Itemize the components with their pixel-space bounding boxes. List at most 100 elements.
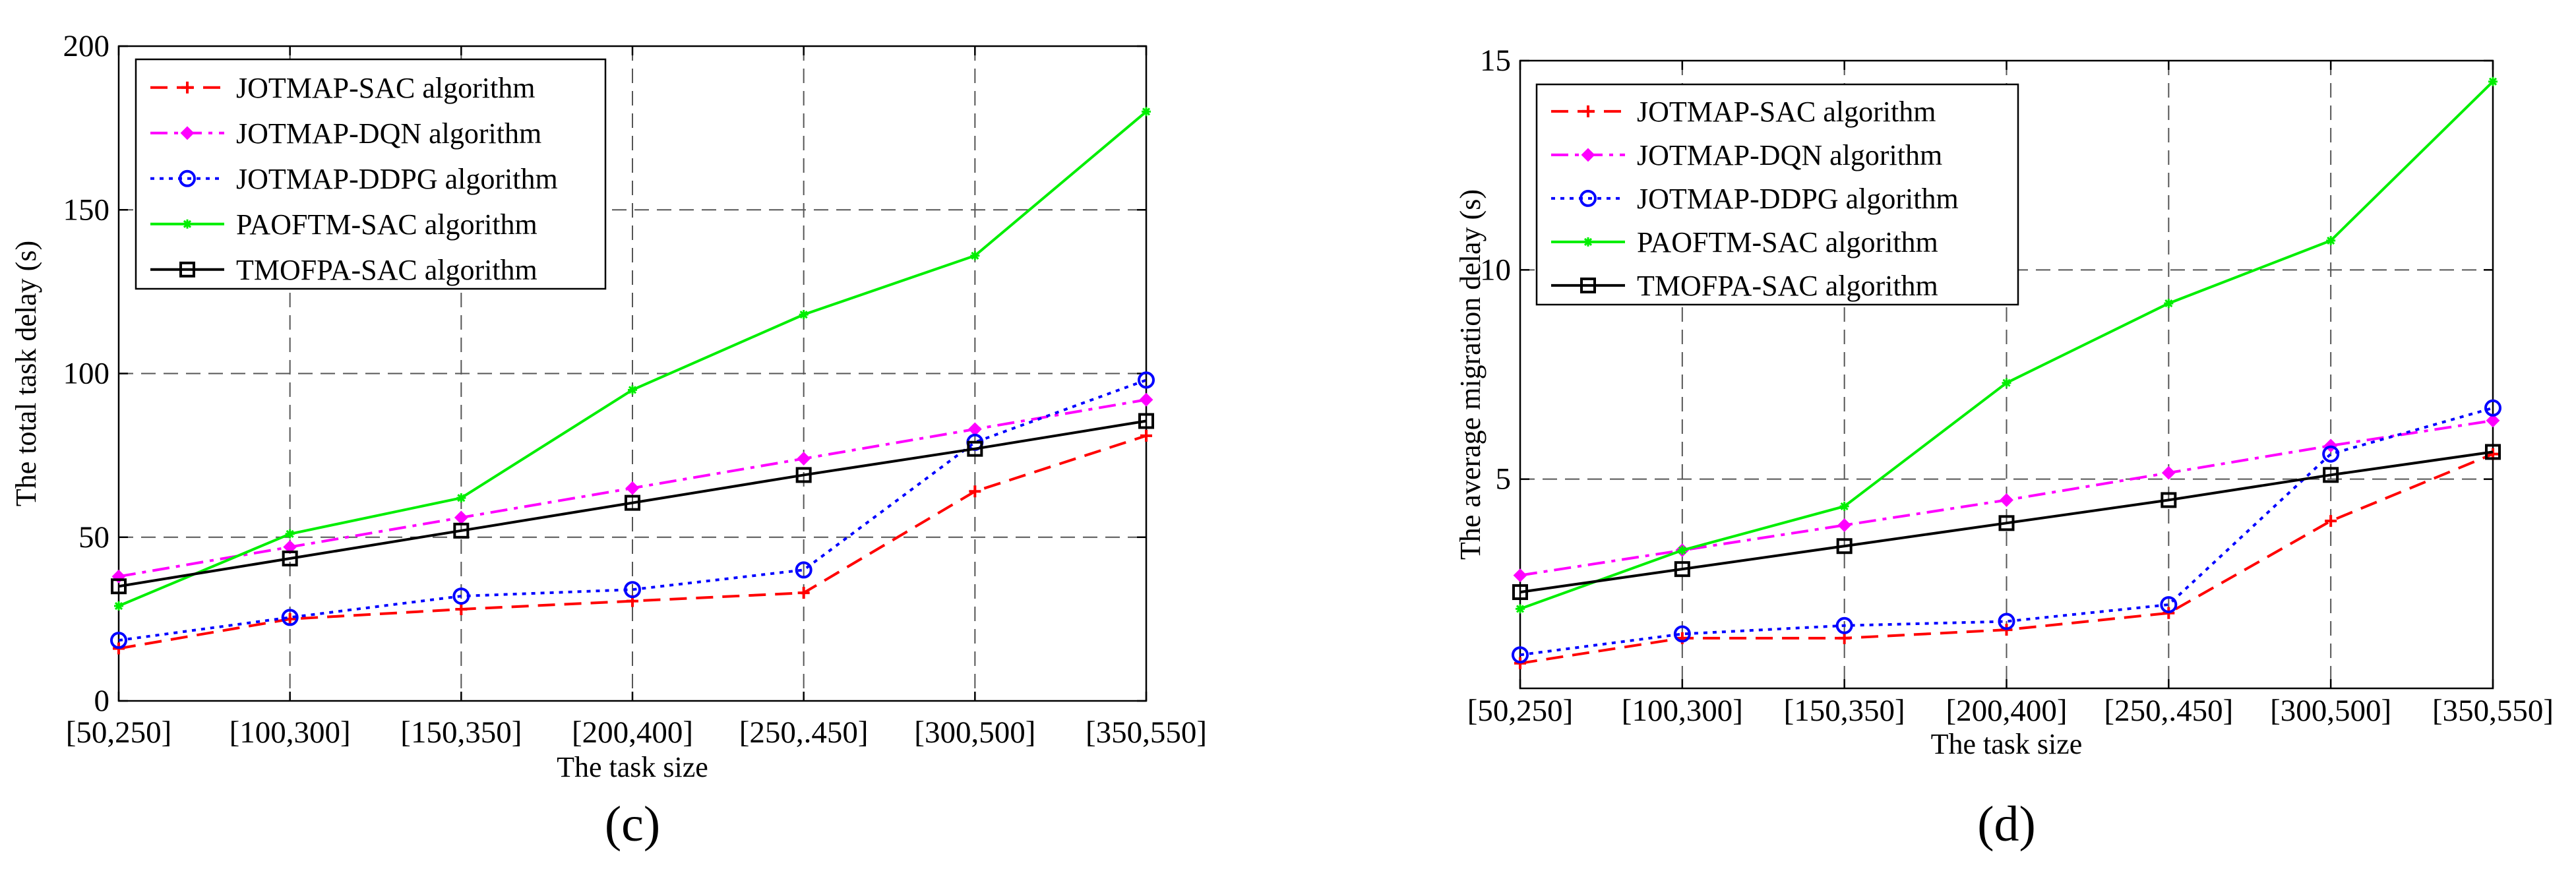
data-point bbox=[628, 385, 637, 395]
x-axis-label: The task size bbox=[1931, 728, 2083, 760]
legend-box bbox=[135, 58, 607, 290]
legend-marker bbox=[1580, 277, 1596, 293]
panel-label: (c) bbox=[605, 796, 660, 852]
legend-entry-label: JOTMAP-DDPG algorithm bbox=[236, 163, 558, 195]
data-point bbox=[2485, 444, 2501, 460]
data-point bbox=[2161, 492, 2177, 508]
data-point bbox=[455, 603, 468, 615]
data-point bbox=[795, 467, 812, 483]
data-point bbox=[453, 522, 470, 539]
legend-marker bbox=[180, 126, 195, 140]
data-point bbox=[969, 485, 981, 498]
legend: JOTMAP-SAC algorithm JOTMAP-DQN algorithm… bbox=[1535, 83, 2019, 306]
data-point bbox=[1835, 616, 1853, 634]
legend-box bbox=[1535, 83, 2019, 306]
data-point bbox=[795, 561, 813, 579]
legend-marker bbox=[1581, 148, 1595, 162]
series-tmofpa-sac-algorithm bbox=[111, 413, 1154, 595]
legend-marker bbox=[1583, 237, 1593, 247]
legend-marker bbox=[179, 169, 196, 187]
data-point bbox=[967, 440, 983, 457]
data-point bbox=[625, 495, 640, 511]
data-point bbox=[1839, 501, 1849, 511]
data-point bbox=[456, 493, 466, 503]
data-point bbox=[2002, 378, 2011, 388]
data-point bbox=[1673, 625, 1691, 643]
data-point bbox=[1674, 561, 1690, 578]
data-point bbox=[1837, 518, 1852, 532]
legend-entry-label: JOTMAP-DQN algorithm bbox=[1637, 139, 1942, 171]
data-point bbox=[1998, 613, 2015, 630]
legend-entry-label: PAOFTM-SAC algorithm bbox=[1637, 226, 1938, 258]
x-tick-label: [200,400] bbox=[572, 715, 693, 750]
data-point bbox=[797, 452, 811, 466]
data-point bbox=[282, 551, 298, 567]
y-tick-label: 100 bbox=[63, 357, 110, 391]
series-line bbox=[118, 419, 1147, 588]
y-axis-label: The total task delay (s) bbox=[10, 241, 42, 506]
series-jotmap-sac-algorithm bbox=[113, 429, 1152, 655]
data-point bbox=[110, 632, 127, 649]
legend-entry-label: JOTMAP-DDPG algorithm bbox=[1637, 183, 1959, 215]
data-point bbox=[285, 529, 295, 539]
data-point bbox=[111, 578, 127, 595]
data-point bbox=[2484, 399, 2501, 417]
data-point bbox=[1140, 429, 1152, 442]
legend-entry-label: PAOFTM-SAC algorithm bbox=[236, 208, 537, 241]
data-point bbox=[2323, 467, 2339, 483]
series-tmofpa-sac-algorithm bbox=[1512, 444, 2501, 601]
data-point bbox=[2325, 515, 2337, 527]
data-point bbox=[2326, 235, 2336, 245]
data-point bbox=[1836, 538, 1853, 555]
x-tick-label: [250,.450] bbox=[2104, 694, 2233, 728]
x-tick-label: [350,550] bbox=[2432, 694, 2554, 728]
legend-marker bbox=[181, 81, 193, 94]
y-tick-label: 15 bbox=[1480, 44, 1511, 78]
data-point bbox=[281, 609, 299, 626]
data-point bbox=[1513, 568, 1527, 583]
data-point bbox=[2164, 299, 2174, 309]
x-tick-label: [250,.450] bbox=[739, 715, 869, 750]
data-point bbox=[2161, 466, 2176, 480]
series-jotmap-dqn-algorithm bbox=[111, 392, 1153, 584]
x-tick-label: [300,500] bbox=[2270, 694, 2391, 728]
legend-marker bbox=[1579, 189, 1597, 207]
y-tick-label: 0 bbox=[94, 684, 110, 718]
series-paoftm-sac-algorithm bbox=[1516, 76, 2498, 614]
x-tick-label: [300,500] bbox=[914, 715, 1035, 750]
legend-entry-label: JOTMAP-DQN algorithm bbox=[236, 117, 541, 150]
data-point bbox=[1138, 371, 1155, 389]
data-point bbox=[1512, 646, 1529, 664]
data-point bbox=[2488, 76, 2498, 86]
legend-marker bbox=[1582, 105, 1594, 117]
data-point bbox=[1139, 392, 1153, 407]
data-point bbox=[1142, 107, 1151, 117]
x-tick-label: [150,350] bbox=[1784, 694, 1905, 728]
y-tick-label: 5 bbox=[1496, 462, 1512, 496]
data-point bbox=[970, 251, 980, 260]
legend-entry-label: TMOFPA-SAC algorithm bbox=[236, 254, 537, 286]
x-tick-label: [100,300] bbox=[230, 715, 351, 750]
y-tick-label: 50 bbox=[78, 520, 109, 555]
legend-entry-label: JOTMAP-SAC algorithm bbox=[1637, 96, 1936, 128]
series-jotmap-ddpg-algorithm bbox=[1512, 399, 2501, 664]
data-point bbox=[2000, 493, 2013, 507]
data-point bbox=[1138, 413, 1154, 429]
series-paoftm-sac-algorithm bbox=[114, 107, 1151, 611]
data-point bbox=[1516, 604, 1525, 614]
y-tick-label: 150 bbox=[63, 193, 110, 227]
data-point bbox=[1838, 632, 1851, 644]
chart-panel-c: 0 50 100 150 200 [50,250] [100,300] [150,350] [2… bbox=[10, 29, 1207, 852]
data-point bbox=[2486, 413, 2500, 428]
x-tick-label: [350,550] bbox=[1086, 715, 1207, 750]
legend-marker bbox=[183, 219, 192, 229]
y-tick-label: 200 bbox=[63, 29, 110, 63]
data-point bbox=[624, 581, 641, 599]
y-tick-label: 10 bbox=[1480, 253, 1511, 287]
x-tick-label: [50,250] bbox=[1467, 694, 1574, 728]
data-point bbox=[1998, 515, 2015, 531]
data-point bbox=[797, 587, 810, 599]
y-axis-label: The average migration delay (s) bbox=[1454, 189, 1487, 560]
data-point bbox=[799, 310, 809, 320]
x-axis-label: The task size bbox=[557, 751, 708, 783]
